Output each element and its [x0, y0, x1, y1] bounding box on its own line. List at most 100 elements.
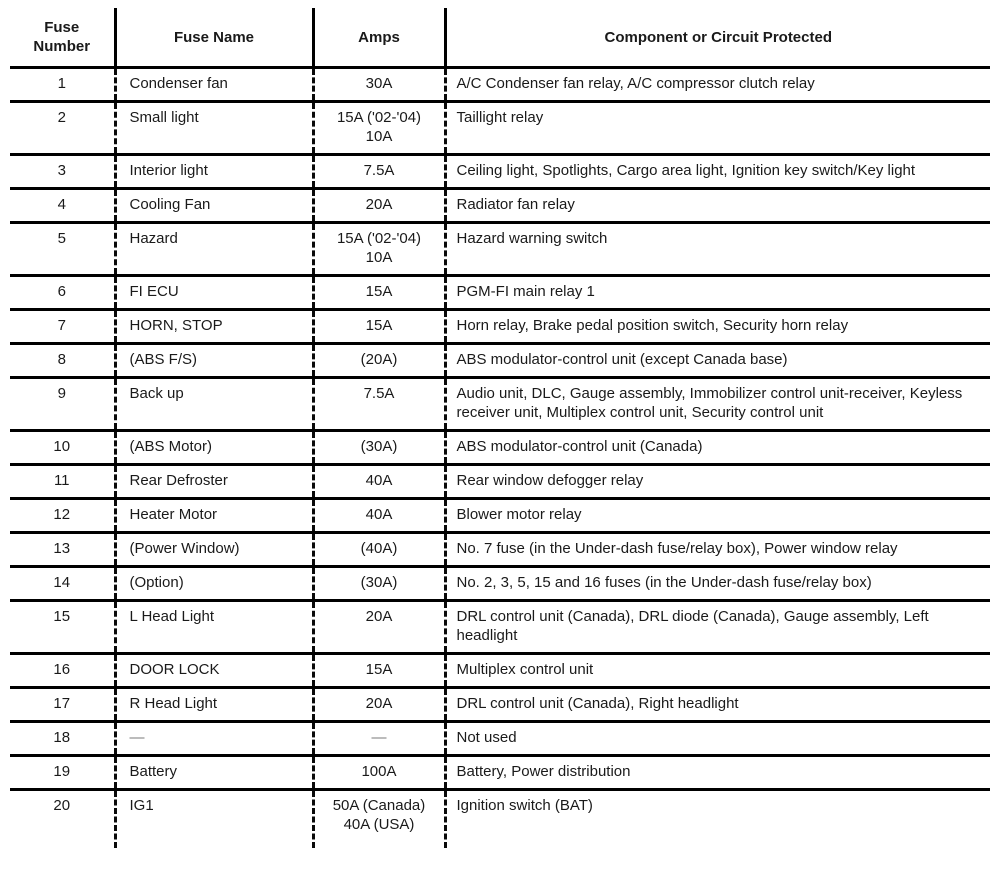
fuse-name-cell: DOOR LOCK	[113, 652, 313, 688]
col-header-amps: Amps	[311, 8, 445, 69]
table-row: 20 IG1 50A (Canada) 40A (USA) Ignition sw…	[10, 788, 990, 848]
amps-line: 15A	[365, 283, 393, 300]
amps-cell: 20A	[311, 599, 445, 654]
table-row: 9 Back up 7.5A Audio unit, DLC, Gauge as…	[10, 376, 990, 431]
fuse-number-cell: 10	[10, 429, 115, 465]
fuse-number-cell: 15	[10, 599, 115, 654]
amps-cell: (20A)	[311, 342, 445, 378]
component-cell: ABS modulator-control unit (except Canad…	[443, 342, 990, 378]
amps-cell: 7.5A	[311, 153, 445, 189]
fuse-number-cell: 13	[10, 531, 115, 567]
amps-line: 40A	[365, 506, 393, 523]
amps-line: 15A	[365, 661, 393, 678]
amps-line: 50A (Canada)	[332, 797, 426, 814]
amps-line: (20A)	[360, 351, 398, 368]
table-row: 6 FI ECU 15A PGM-FI main relay 1	[10, 274, 990, 310]
fuse-number-cell: 19	[10, 754, 115, 790]
amps-line: 15A ('02-'04)	[336, 230, 422, 247]
table-row: 18 — — Not used	[10, 720, 990, 756]
fuse-name-cell: (ABS F/S)	[113, 342, 313, 378]
fuse-name-cell: Small light	[113, 100, 313, 155]
amps-line: 40A (USA)	[343, 816, 415, 833]
fuse-name-cell: Condenser fan	[113, 66, 313, 102]
fuse-number-cell: 11	[10, 463, 115, 499]
amps-line: 10A	[365, 128, 393, 145]
amps-cell: 15A	[311, 308, 445, 344]
component-cell: DRL control unit (Canada), Right headlig…	[443, 686, 990, 722]
fuse-number-cell: 17	[10, 686, 115, 722]
component-cell: No. 2, 3, 5, 15 and 16 fuses (in the Und…	[443, 565, 990, 601]
amps-line: 7.5A	[363, 162, 395, 179]
table-row: 4 Cooling Fan 20A Radiator fan relay	[10, 187, 990, 223]
fuse-table-body: 1 Condenser fan 30A A/C Condenser fan re…	[10, 66, 990, 848]
amps-cell: 7.5A	[311, 376, 445, 431]
fuse-name-cell: Back up	[113, 376, 313, 431]
col-header-fuse-name: Fuse Name	[113, 8, 313, 69]
fuse-number-cell: 6	[10, 274, 115, 310]
fuse-name-cell: Rear Defroster	[113, 463, 313, 499]
amps-cell: (30A)	[311, 565, 445, 601]
amps-line: —	[371, 729, 387, 746]
component-cell: Hazard warning switch	[443, 221, 990, 276]
table-row: 19 Battery 100A Battery, Power distribut…	[10, 754, 990, 790]
amps-cell: 15A ('02-'04) 10A	[311, 221, 445, 276]
header-row: Fuse Number Fuse Name Amps Component or …	[10, 8, 990, 69]
amps-line: 30A	[365, 75, 393, 92]
table-row: 10 (ABS Motor) (30A) ABS modulator-contr…	[10, 429, 990, 465]
component-cell: Horn relay, Brake pedal position switch,…	[443, 308, 990, 344]
amps-line: 20A	[365, 695, 393, 712]
amps-cell: 15A ('02-'04) 10A	[311, 100, 445, 155]
amps-line: 40A	[365, 472, 393, 489]
fuse-table: Fuse Number Fuse Name Amps Component or …	[10, 8, 990, 848]
fuse-name-cell: Interior light	[113, 153, 313, 189]
amps-cell: 40A	[311, 463, 445, 499]
fuse-number-cell: 12	[10, 497, 115, 533]
fuse-number-cell: 20	[10, 788, 115, 848]
amps-cell: 100A	[311, 754, 445, 790]
fuse-number-cell: 3	[10, 153, 115, 189]
component-cell: PGM-FI main relay 1	[443, 274, 990, 310]
amps-line: 20A	[365, 608, 393, 625]
table-row: 16 DOOR LOCK 15A Multiplex control unit	[10, 652, 990, 688]
table-row: 2 Small light 15A ('02-'04) 10A Taillight…	[10, 100, 990, 155]
fuse-name-cell: (Power Window)	[113, 531, 313, 567]
component-cell: No. 7 fuse (in the Under-dash fuse/relay…	[443, 531, 990, 567]
fuse-name-cell: Hazard	[113, 221, 313, 276]
amps-cell: 15A	[311, 274, 445, 310]
amps-cell: 20A	[311, 686, 445, 722]
fuse-number-cell: 16	[10, 652, 115, 688]
fuse-name-cell: IG1	[113, 788, 313, 848]
fuse-number-cell: 2	[10, 100, 115, 155]
table-row: 11 Rear Defroster 40A Rear window defogg…	[10, 463, 990, 499]
fuse-name-cell: (Option)	[113, 565, 313, 601]
table-row: 15 L Head Light 20A DRL control unit (Ca…	[10, 599, 990, 654]
fuse-number-cell: 4	[10, 187, 115, 223]
col-header-fuse-number: Fuse Number	[10, 8, 115, 69]
table-row: 12 Heater Motor 40A Blower motor relay	[10, 497, 990, 533]
amps-cell: (30A)	[311, 429, 445, 465]
fuse-name-cell: L Head Light	[113, 599, 313, 654]
amps-cell: (40A)	[311, 531, 445, 567]
component-cell: Rear window defogger relay	[443, 463, 990, 499]
component-cell: Multiplex control unit	[443, 652, 990, 688]
component-cell: Taillight relay	[443, 100, 990, 155]
component-cell: Battery, Power distribution	[443, 754, 990, 790]
fuse-name-cell: Battery	[113, 754, 313, 790]
amps-line: (30A)	[360, 574, 398, 591]
fuse-number-cell: 18	[10, 720, 115, 756]
component-cell: Blower motor relay	[443, 497, 990, 533]
amps-line: 20A	[365, 196, 393, 213]
fuse-number-cell: 8	[10, 342, 115, 378]
fuse-name-cell: R Head Light	[113, 686, 313, 722]
amps-cell: 30A	[311, 66, 445, 102]
fuse-number-cell: 1	[10, 66, 115, 102]
fuse-number-cell: 14	[10, 565, 115, 601]
fuse-name-cell: (ABS Motor)	[113, 429, 313, 465]
amps-line: (40A)	[360, 540, 398, 557]
component-cell: ABS modulator-control unit (Canada)	[443, 429, 990, 465]
table-row: 7 HORN, STOP 15A Horn relay, Brake pedal…	[10, 308, 990, 344]
fuse-name-cell: FI ECU	[113, 274, 313, 310]
fuse-number-cell: 9	[10, 376, 115, 431]
fuse-number-cell: 5	[10, 221, 115, 276]
